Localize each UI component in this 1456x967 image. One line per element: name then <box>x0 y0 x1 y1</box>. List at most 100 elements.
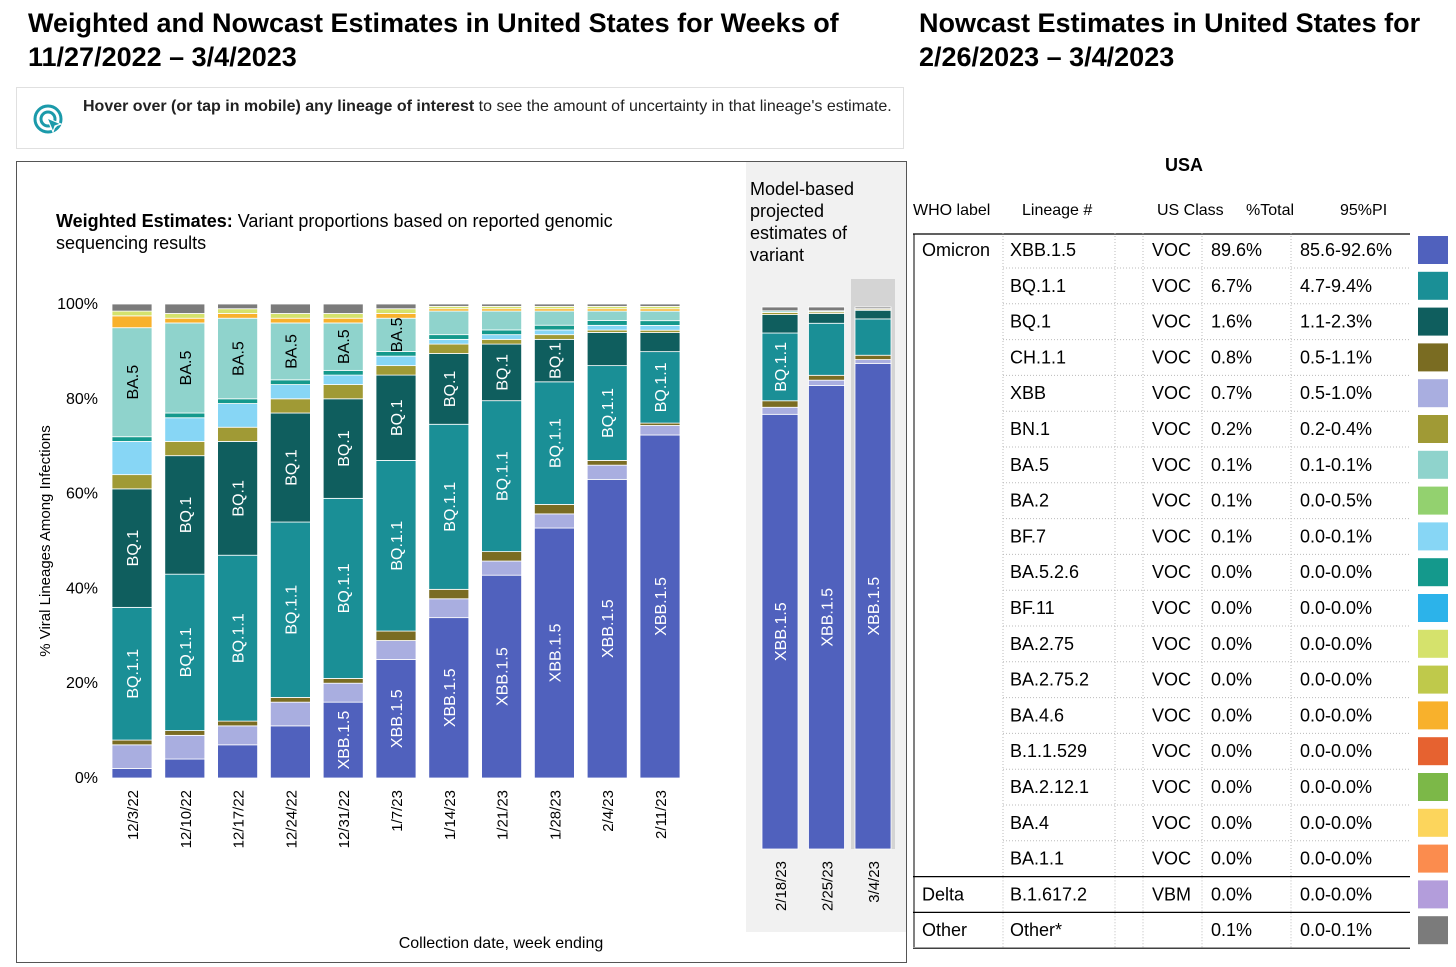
weighted-bar-2/4/23[interactable]: XBB.1.5 BQ.1.1 <box>586 303 628 779</box>
bar-segment-BA.5[interactable] <box>322 322 364 371</box>
bar-segment-Other[interactable] <box>428 303 470 307</box>
bar-segment-CH.1.1[interactable] <box>111 739 153 746</box>
weighted-bar-12/24/22[interactable]: BQ.1.1 BQ.1 BA.5 <box>269 303 311 779</box>
bar-segment-XBB[interactable] <box>639 425 681 436</box>
bar-segment-XBB.1.5[interactable] <box>854 362 892 850</box>
bar-segment-Other[interactable] <box>375 303 417 310</box>
bar-segment-BQ.1.1[interactable] <box>808 322 845 376</box>
bar-segment-XBB[interactable] <box>481 560 523 576</box>
bar-segment-BQ.1.1[interactable] <box>428 423 470 590</box>
bar-segment-XBB.1.5[interactable] <box>428 617 470 779</box>
table-row[interactable]: BA.5 VOC 0.1% 0.1-0.1% <box>1010 450 1448 479</box>
bar-segment-XBB[interactable] <box>322 682 364 703</box>
bar-segment-BQ.1[interactable] <box>217 441 259 556</box>
table-row[interactable]: BA.4 VOC 0.0% 0.0-0.0% <box>1010 808 1448 837</box>
bar-segment-BA.4.6[interactable] <box>164 317 206 324</box>
bar-segment-XBB.1.5[interactable] <box>761 413 799 850</box>
table-row[interactable]: BF.11 VOC 0.0% 0.0-0.0% <box>1010 594 1448 622</box>
bar-segment-XBB[interactable] <box>534 513 575 529</box>
bar-segment-BA.2.75[interactable] <box>375 308 417 314</box>
bar-segment-BF.7[interactable] <box>375 355 417 367</box>
bar-segment-BQ.1[interactable] <box>481 343 523 402</box>
bar-segment-XBB.1.5[interactable] <box>481 574 523 779</box>
table-row[interactable]: BA.2.75.2 VOC 0.0% 0.0-0.0% <box>1010 665 1448 694</box>
bar-segment-BQ.1[interactable] <box>375 374 417 461</box>
table-row[interactable]: Omicron XBB.1.5 VOC 89.6% 85.6-92.6% <box>922 236 1448 264</box>
table-row[interactable]: BA.5.2.6 VOC 0.0% 0.0-0.0% <box>1010 558 1448 587</box>
bar-segment-CH.1.1[interactable] <box>322 678 364 684</box>
bar-segment-BA.5.2.6[interactable] <box>269 379 311 385</box>
bar-segment-BF.7[interactable] <box>639 325 681 331</box>
table-row[interactable]: B.1.1.529 VOC 0.0% 0.0-0.0% <box>1010 737 1448 766</box>
weighted-bar-12/31/22[interactable]: XBB.1.5 BQ.1.1 BQ.1 BA.5 <box>322 303 364 779</box>
bar-segment-BA.5[interactable] <box>639 310 681 322</box>
bar-segment-XBB.1.5[interactable] <box>639 434 681 779</box>
table-row[interactable]: XBB VOC 0.7% 0.5-1.0% <box>1010 379 1448 408</box>
bar-segment-BA.5.2.6[interactable] <box>586 320 628 326</box>
bar-segment-BA.5[interactable] <box>269 322 311 381</box>
variant-proportions-chart[interactable]: Weighted Estimates: Variant proportions … <box>16 161 907 963</box>
bar-segment-CH.1.1[interactable] <box>534 504 575 515</box>
bar-segment-XBB.1.5[interactable] <box>164 758 206 779</box>
bar-segment-Other[interactable] <box>217 303 259 310</box>
bar-segment-BF.7[interactable] <box>322 374 364 385</box>
bar-segment-BQ.1[interactable] <box>111 488 153 608</box>
bar-segment-BQ.1[interactable] <box>808 313 845 324</box>
weighted-bar-1/14/23[interactable]: XBB.1.5 BQ.1.1 BQ.1 <box>428 303 470 779</box>
bar-segment-CH.1.1[interactable] <box>428 588 470 600</box>
bar-segment-BQ.1[interactable] <box>761 314 799 334</box>
bar-segment-XBB[interactable] <box>808 379 845 386</box>
weighted-bar-1/7/23[interactable]: XBB.1.5 BQ.1.1 BQ.1 BA.5 <box>375 303 417 779</box>
table-row[interactable]: Other Other* 0.1% 0.0-0.1% <box>922 916 1448 945</box>
bar-segment-BQ.1.1[interactable] <box>375 460 417 632</box>
bar-segment-XBB[interactable] <box>164 734 206 760</box>
bar-segment-BA.5.2.6[interactable] <box>164 412 206 419</box>
weighted-bar-1/28/23[interactable]: XBB.1.5 BQ.1.1 BQ.1 <box>534 303 575 779</box>
bar-segment-BA.5.2.6[interactable] <box>217 398 259 404</box>
bar-segment-BA.5[interactable] <box>534 310 575 326</box>
bar-segment-BF.7[interactable] <box>428 338 470 345</box>
bar-segment-BA.5[interactable] <box>111 327 153 438</box>
bar-segment-BQ.1.1[interactable] <box>217 554 259 722</box>
bar-segment-BA.5.2.6[interactable] <box>481 329 523 336</box>
bar-segment-BA.5.2.6[interactable] <box>534 324 575 331</box>
bar-segment-BQ.1[interactable] <box>269 412 311 523</box>
bar-segment-BF.7[interactable] <box>481 334 523 340</box>
table-row[interactable]: BF.7 VOC 0.1% 0.0-0.1% <box>1010 522 1448 551</box>
bar-segment-Other[interactable] <box>269 303 311 314</box>
bar-segment-BA.5.2.6[interactable] <box>322 369 364 376</box>
bar-segment-BA.5[interactable] <box>428 310 470 336</box>
bar-segment-BQ.1.1[interactable] <box>322 497 364 679</box>
bar-segment-BQ.1[interactable] <box>639 332 681 353</box>
weighted-bar-1/21/23[interactable]: XBB.1.5 BQ.1.1 BQ.1 <box>481 303 523 779</box>
bar-segment-CH.1.1[interactable] <box>854 354 892 360</box>
bar-segment-Other[interactable] <box>854 306 892 310</box>
bar-segment-CH.1.1[interactable] <box>586 460 628 466</box>
table-row[interactable]: BA.2 VOC 0.1% 0.0-0.5% <box>1010 486 1448 515</box>
bar-segment-BA.4.6[interactable] <box>322 317 364 324</box>
weighted-bar-12/17/22[interactable]: BQ.1.1 BQ.1 BA.5 <box>217 303 259 779</box>
bar-segment-XBB[interactable] <box>375 640 417 660</box>
table-row[interactable]: BQ.1 VOC 1.6% 1.1-2.3% <box>1010 307 1448 336</box>
bar-segment-CH.1.1[interactable] <box>481 551 523 562</box>
bar-segment-BN.1[interactable] <box>164 441 206 457</box>
bar-segment-BA.5[interactable] <box>217 317 259 400</box>
bar-segment-XBB.1.5[interactable] <box>217 744 259 779</box>
bar-segment-BQ.1[interactable] <box>586 332 628 367</box>
bar-segment-CH.1.1[interactable] <box>269 697 311 703</box>
weighted-bar-12/3/22[interactable]: BQ.1.1 BQ.1 BA.5 <box>111 303 153 779</box>
bar-segment-XBB.1.5[interactable] <box>375 659 417 779</box>
bar-segment-BA.2.75[interactable] <box>269 313 311 319</box>
bar-segment-BF.7[interactable] <box>586 324 628 331</box>
bar-segment-Other[interactable] <box>808 306 845 312</box>
bar-segment-BQ.1.1[interactable] <box>761 332 799 402</box>
table-row[interactable]: BA.1.1 VOC 0.0% 0.0-0.0% <box>1010 844 1448 873</box>
bar-segment-BA.5[interactable] <box>481 310 523 331</box>
bar-segment-BQ.1.1[interactable] <box>586 365 628 461</box>
bar-segment-Other[interactable] <box>164 303 206 314</box>
bar-segment-BQ.1[interactable] <box>854 309 892 320</box>
bar-segment-BF.7[interactable] <box>164 417 206 442</box>
bar-segment-BF.7[interactable] <box>111 441 153 476</box>
bar-segment-XBB[interactable] <box>269 701 311 727</box>
bar-segment-BA.4.6[interactable] <box>217 313 259 319</box>
